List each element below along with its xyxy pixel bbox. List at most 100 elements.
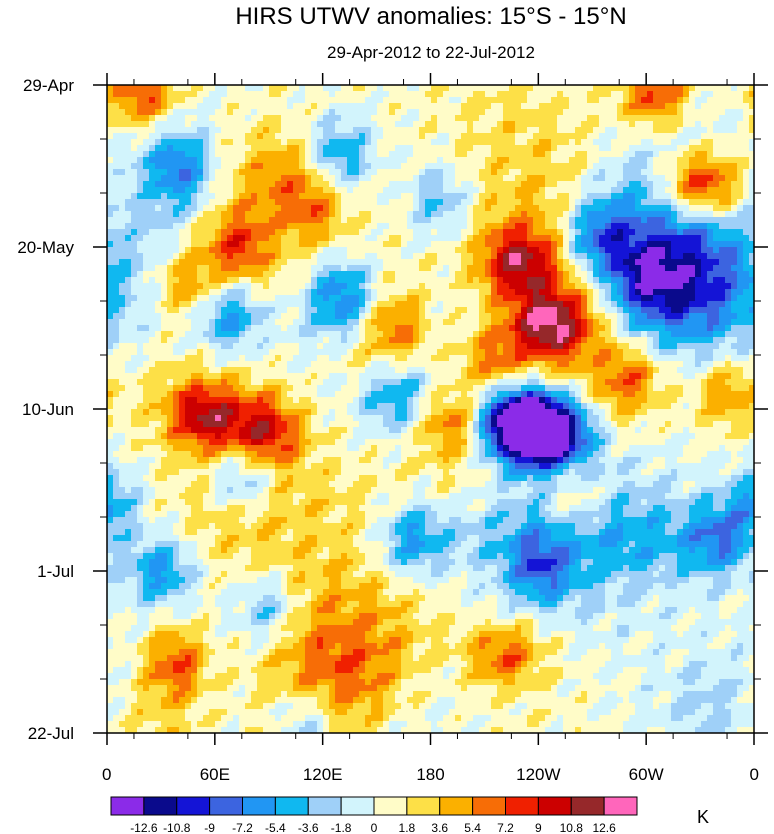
field-cell (461, 343, 468, 350)
field-cell (695, 151, 702, 158)
field-cell (515, 277, 522, 284)
field-cell (371, 115, 378, 122)
field-cell (413, 235, 420, 242)
field-cell (683, 205, 690, 212)
field-cell (701, 121, 708, 128)
field-cell (551, 187, 558, 194)
field-cell (521, 181, 528, 188)
field-cell (179, 151, 186, 158)
field-cell (629, 283, 636, 290)
field-cell (725, 343, 732, 350)
field-cell (515, 199, 522, 206)
field-cell (665, 121, 672, 128)
field-cell (509, 139, 516, 146)
field-cell (179, 313, 186, 320)
field-cell (299, 265, 306, 272)
field-cell (527, 127, 534, 134)
field-cell (467, 211, 474, 218)
field-cell (443, 211, 450, 218)
field-cell (407, 133, 414, 140)
field-cell (395, 133, 402, 140)
field-cell (695, 157, 702, 164)
field-cell (413, 121, 420, 128)
field-cell (107, 247, 114, 254)
field-cell (113, 295, 120, 302)
field-cell (191, 127, 198, 134)
field-cell (347, 169, 354, 176)
field-cell (359, 247, 366, 254)
field-cell (377, 355, 384, 362)
field-cell (665, 331, 672, 338)
field-cell (623, 115, 630, 122)
field-cell (245, 121, 252, 128)
field-cell (179, 193, 186, 200)
field-cell (161, 163, 168, 170)
field-cell (197, 109, 204, 116)
field-cell (617, 337, 624, 344)
field-cell (659, 103, 666, 110)
field-cell (467, 283, 474, 290)
field-cell (485, 229, 492, 236)
field-cell (119, 331, 126, 338)
field-cell (209, 307, 216, 314)
field-cell (275, 205, 282, 212)
field-cell (119, 187, 126, 194)
field-cell (473, 127, 480, 134)
field-cell (119, 271, 126, 278)
field-cell (695, 301, 702, 308)
field-cell (737, 259, 744, 266)
field-cell (497, 217, 504, 224)
field-cell (359, 187, 366, 194)
field-cell (599, 175, 606, 182)
field-cell (371, 133, 378, 140)
field-cell (563, 199, 570, 206)
field-cell (599, 109, 606, 116)
field-cell (539, 307, 546, 314)
field-cell (479, 115, 486, 122)
field-cell (215, 211, 222, 218)
field-cell (239, 229, 246, 236)
field-cell (287, 259, 294, 266)
field-cell (329, 235, 336, 242)
field-cell (401, 85, 408, 92)
field-cell (551, 265, 558, 272)
field-cell (527, 157, 534, 164)
field-cell (677, 193, 684, 200)
field-cell (527, 169, 534, 176)
field-cell (689, 277, 696, 284)
field-cell (659, 265, 666, 272)
field-cell (281, 181, 288, 188)
field-cell (653, 247, 660, 254)
field-cell (665, 289, 672, 296)
field-cell (317, 229, 324, 236)
field-cell (695, 319, 702, 326)
field-cell (305, 283, 312, 290)
field-cell (341, 223, 348, 230)
field-cell (671, 205, 678, 212)
field-cell (551, 91, 558, 98)
field-cell (629, 109, 636, 116)
field-cell (239, 139, 246, 146)
field-cell (245, 307, 252, 314)
field-cell (263, 343, 270, 350)
field-cell (341, 151, 348, 158)
field-cell (749, 97, 754, 104)
field-cell (641, 277, 648, 284)
field-cell (491, 115, 498, 122)
field-cell (587, 349, 594, 356)
field-cell (269, 163, 276, 170)
field-cell (407, 157, 414, 164)
field-cell (305, 163, 312, 170)
field-cell (551, 145, 558, 152)
field-cell (515, 259, 522, 266)
field-cell (425, 235, 432, 242)
field-cell (413, 337, 420, 344)
field-cell (497, 109, 504, 116)
field-cell (365, 157, 372, 164)
field-cell (701, 319, 708, 326)
field-cell (353, 289, 360, 296)
field-cell (275, 91, 282, 98)
field-cell (551, 229, 558, 236)
field-cell (389, 175, 396, 182)
field-cell (479, 313, 486, 320)
